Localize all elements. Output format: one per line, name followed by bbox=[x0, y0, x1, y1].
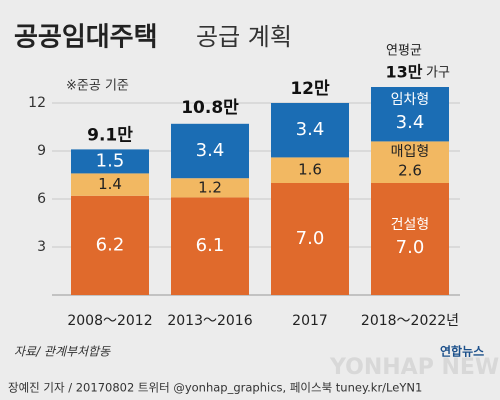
value-label: 1.5 bbox=[96, 150, 125, 171]
bar-segment bbox=[171, 123, 249, 179]
value-label: 6.1 bbox=[196, 235, 225, 256]
x-tick-label: 2013～2016 bbox=[167, 313, 252, 329]
value-label: 7.0 bbox=[296, 228, 325, 249]
bar-segment bbox=[371, 183, 449, 295]
value-label: 1.2 bbox=[198, 178, 222, 196]
y-tick-label: 6 bbox=[37, 191, 46, 207]
bar-segment bbox=[271, 183, 349, 295]
bar-segment bbox=[171, 178, 249, 198]
series-label: 임차형 bbox=[391, 92, 430, 108]
total-label: 13만 bbox=[386, 63, 423, 82]
total-label: 9.1만 bbox=[87, 125, 133, 145]
value-label: 7.0 bbox=[396, 237, 425, 258]
total-label: 12만 bbox=[290, 79, 330, 99]
total-label: 10.8만 bbox=[181, 98, 239, 118]
value-label: 3.4 bbox=[296, 119, 325, 140]
value-label: 1.4 bbox=[98, 175, 122, 193]
value-label: 1.6 bbox=[298, 161, 322, 179]
note: ※준공 기준 bbox=[66, 79, 129, 94]
value-label: 2.6 bbox=[398, 162, 422, 180]
watermark: YONHAP NEWS bbox=[329, 355, 500, 380]
x-tick-label: 2008～2012 bbox=[67, 313, 152, 329]
y-tick-label: 3 bbox=[37, 239, 46, 255]
bar-segment bbox=[271, 103, 349, 158]
bar-segment bbox=[371, 141, 449, 183]
bar-segment bbox=[371, 87, 449, 142]
bar-segment bbox=[71, 149, 149, 174]
credit: 장예진 기자 / 20170802 트위터 @yonhap_graphics, … bbox=[8, 381, 422, 395]
chart-title: 공공임대주택 bbox=[14, 23, 158, 53]
y-tick-label: 12 bbox=[28, 95, 46, 111]
bar-segment bbox=[271, 157, 349, 183]
value-label: 3.4 bbox=[196, 140, 225, 161]
total-suffix: 가구 bbox=[426, 66, 450, 81]
bar-segment bbox=[71, 173, 149, 196]
source: 자료/ 관계부처합동 bbox=[14, 345, 111, 359]
bar-segment bbox=[171, 197, 249, 295]
value-label: 6.2 bbox=[96, 234, 125, 255]
y-tick-label: 9 bbox=[37, 143, 46, 159]
x-tick-label: 2017 bbox=[292, 313, 328, 329]
value-label: 3.4 bbox=[396, 112, 425, 133]
series-label: 매입형 bbox=[391, 144, 430, 160]
total-prefix: 연평균 bbox=[386, 44, 422, 59]
chart-subtitle: 공급 계획 bbox=[196, 23, 292, 51]
logo: 연합뉴스 bbox=[440, 344, 484, 359]
x-tick-label: 2018～2022년 bbox=[361, 313, 459, 329]
series-label: 건설형 bbox=[391, 217, 430, 233]
bar-segment bbox=[71, 195, 149, 295]
